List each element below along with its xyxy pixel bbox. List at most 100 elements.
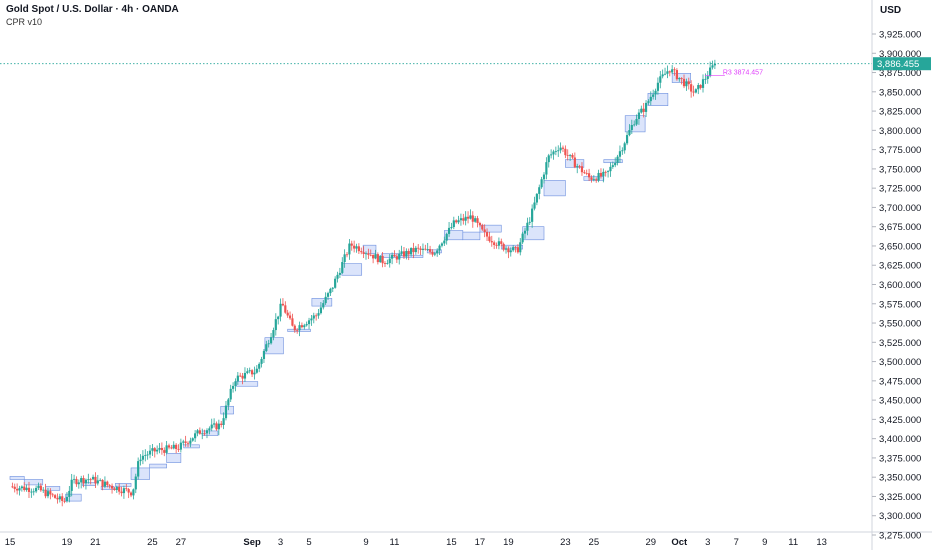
candle-body <box>310 318 313 321</box>
cpr-box <box>130 467 150 480</box>
candle-body <box>103 481 107 487</box>
candle-body <box>621 150 624 152</box>
cpr-box <box>166 452 182 463</box>
candle-body <box>666 71 669 74</box>
y-tick-label: 3,525.000 <box>879 338 921 349</box>
candle-body <box>118 486 121 492</box>
candle-body <box>27 487 31 492</box>
candle-body <box>640 108 643 113</box>
cpr-box <box>220 405 234 415</box>
candle-body <box>493 242 496 245</box>
candle-body <box>585 173 588 174</box>
candle-body <box>172 444 175 449</box>
candle-body <box>383 263 387 265</box>
candle-body <box>628 130 631 136</box>
candle-body <box>552 151 555 155</box>
candle-body <box>203 433 206 435</box>
candle-body <box>151 448 154 451</box>
candle-body <box>229 388 232 400</box>
candle-body <box>177 448 180 450</box>
x-tick-label: 9 <box>363 537 368 548</box>
y-tick-label: 3,725.000 <box>879 184 921 195</box>
candle-body <box>75 478 78 485</box>
candle-body <box>509 250 512 253</box>
candle-body <box>99 479 102 481</box>
cpr-box <box>236 381 259 387</box>
candle-body <box>474 218 477 222</box>
candle-body <box>108 485 111 486</box>
candle-body <box>68 490 71 497</box>
y-tick-label: 3,900.000 <box>879 49 921 60</box>
candle-body <box>305 324 308 326</box>
candle-body <box>481 225 484 230</box>
candle-body <box>182 441 185 443</box>
candle-body <box>630 124 633 131</box>
y-tick-label: 3,475.000 <box>879 376 921 387</box>
candle-body <box>58 496 61 500</box>
candle-body <box>523 230 527 234</box>
candle-body <box>372 255 375 259</box>
candle-body <box>576 166 579 168</box>
candle-body <box>618 151 622 157</box>
candle-body <box>490 241 493 243</box>
candle-body <box>516 247 519 253</box>
candle-body <box>141 455 145 460</box>
candle-body <box>224 405 228 419</box>
candle-body <box>106 481 109 486</box>
y-tick-label: 3,575.000 <box>879 299 921 310</box>
candle-body <box>369 254 372 256</box>
cpr-box <box>543 180 566 197</box>
chart-title: Gold Spot / U.S. Dollar · 4h · OANDA <box>6 4 179 15</box>
candle-body <box>680 78 683 79</box>
candle-body <box>281 303 285 306</box>
candle-body <box>471 215 474 222</box>
x-tick-label: 23 <box>560 537 571 548</box>
candle-body <box>186 442 190 444</box>
candle-body <box>533 202 536 209</box>
y-tick-label: 3,650.000 <box>879 241 921 252</box>
candle-body <box>488 236 491 242</box>
candle-body <box>547 155 550 163</box>
candle-body <box>84 479 88 484</box>
candle-body <box>196 430 199 434</box>
y-tick-label: 3,500.000 <box>879 357 921 368</box>
candle-body <box>253 372 256 375</box>
candle-body <box>77 482 80 485</box>
candle-body <box>502 243 505 250</box>
candle-body <box>455 220 458 223</box>
x-tick-label: 25 <box>589 537 600 548</box>
candle-body <box>445 233 448 241</box>
candle-body <box>507 248 510 253</box>
candle-body <box>11 486 14 488</box>
candle-body <box>360 251 363 253</box>
candle-body <box>163 450 166 453</box>
candle-body <box>395 256 398 260</box>
last-price-label: 3,886.455 <box>877 59 919 70</box>
candle-body <box>170 447 173 449</box>
candle-body <box>476 218 479 224</box>
candle-body <box>566 155 569 156</box>
candle-body <box>70 479 73 491</box>
candle-body <box>436 250 439 254</box>
candle-body <box>447 227 451 234</box>
candle-body <box>569 154 572 156</box>
candle-body <box>440 243 444 246</box>
candle-body <box>464 216 467 221</box>
cpr-box <box>23 479 44 486</box>
candle-body <box>409 248 413 255</box>
y-tick-label: 3,800.000 <box>879 126 921 137</box>
candle-body <box>663 73 667 75</box>
candle-body <box>96 480 99 484</box>
candle-body <box>262 350 266 360</box>
candle-body <box>583 172 586 174</box>
candle-body <box>63 500 66 502</box>
candle-body <box>334 278 337 288</box>
indicator-label[interactable]: CPR v10 <box>6 17 43 27</box>
y-tick-label: 3,850.000 <box>879 87 921 98</box>
candle-body <box>654 90 657 95</box>
candle-body <box>179 442 182 450</box>
candle-body <box>652 94 655 97</box>
x-tick-label: 5 <box>306 537 311 548</box>
candle-body <box>554 151 557 153</box>
